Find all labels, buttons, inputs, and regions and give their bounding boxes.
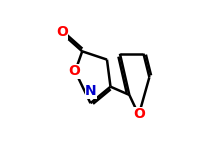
Text: N: N	[85, 84, 97, 99]
Text: O: O	[133, 107, 145, 121]
Text: O: O	[69, 64, 81, 78]
Text: O: O	[56, 26, 68, 39]
